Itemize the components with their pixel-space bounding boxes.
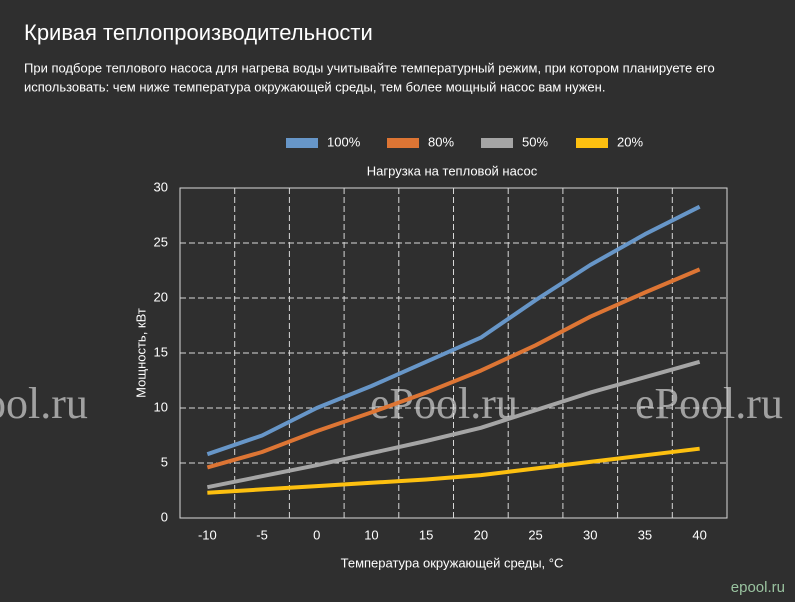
y-tick-label: 10 <box>154 399 168 414</box>
description: использовать: чем ниже температура окруж… <box>24 79 605 94</box>
legend-swatch <box>387 138 419 148</box>
x-tick-label: -5 <box>256 527 268 542</box>
legend-label: 50% <box>522 134 548 149</box>
legend-swatch <box>576 138 608 148</box>
series-line <box>206 204 701 457</box>
x-tick-label: -10 <box>198 527 217 542</box>
x-tick-label: 25 <box>528 527 542 542</box>
y-tick-label: 15 <box>154 344 168 359</box>
x-tick-label: 20 <box>474 527 488 542</box>
x-tick-label: 15 <box>419 527 433 542</box>
legend-swatch <box>286 138 318 148</box>
legend-label: 100% <box>327 134 361 149</box>
series-line <box>206 267 701 470</box>
legend-swatch <box>481 138 513 148</box>
x-tick-label: 30 <box>583 527 597 542</box>
x-tick-label: 0 <box>313 527 320 542</box>
y-tick-label: 25 <box>154 234 168 249</box>
page-title: Кривая теплопроизводительности <box>24 20 373 45</box>
legend-label: 20% <box>617 134 643 149</box>
series-line <box>206 359 701 490</box>
series-line <box>207 446 700 495</box>
logo: epool.ru <box>731 579 785 596</box>
watermark: ePool.ru <box>0 379 88 428</box>
x-tick-label: 40 <box>692 527 706 542</box>
chart-title: Нагрузка на тепловой насос <box>367 163 538 178</box>
y-tick-label: 5 <box>161 454 168 469</box>
legend-label: 80% <box>428 134 454 149</box>
y-tick-label: 0 <box>161 509 168 524</box>
y-axis-label: Мощность, кВт <box>133 308 148 398</box>
x-tick-label: 10 <box>364 527 378 542</box>
x-tick-label: 35 <box>638 527 652 542</box>
x-axis-label: Температура окружающей среды, °C <box>341 555 564 570</box>
plot-border <box>179 187 728 519</box>
y-tick-label: 30 <box>154 179 168 194</box>
watermark: ePool.ru <box>635 379 783 428</box>
description: При подборе теплового насоса для нагрева… <box>24 60 715 75</box>
y-tick-label: 20 <box>154 289 168 304</box>
